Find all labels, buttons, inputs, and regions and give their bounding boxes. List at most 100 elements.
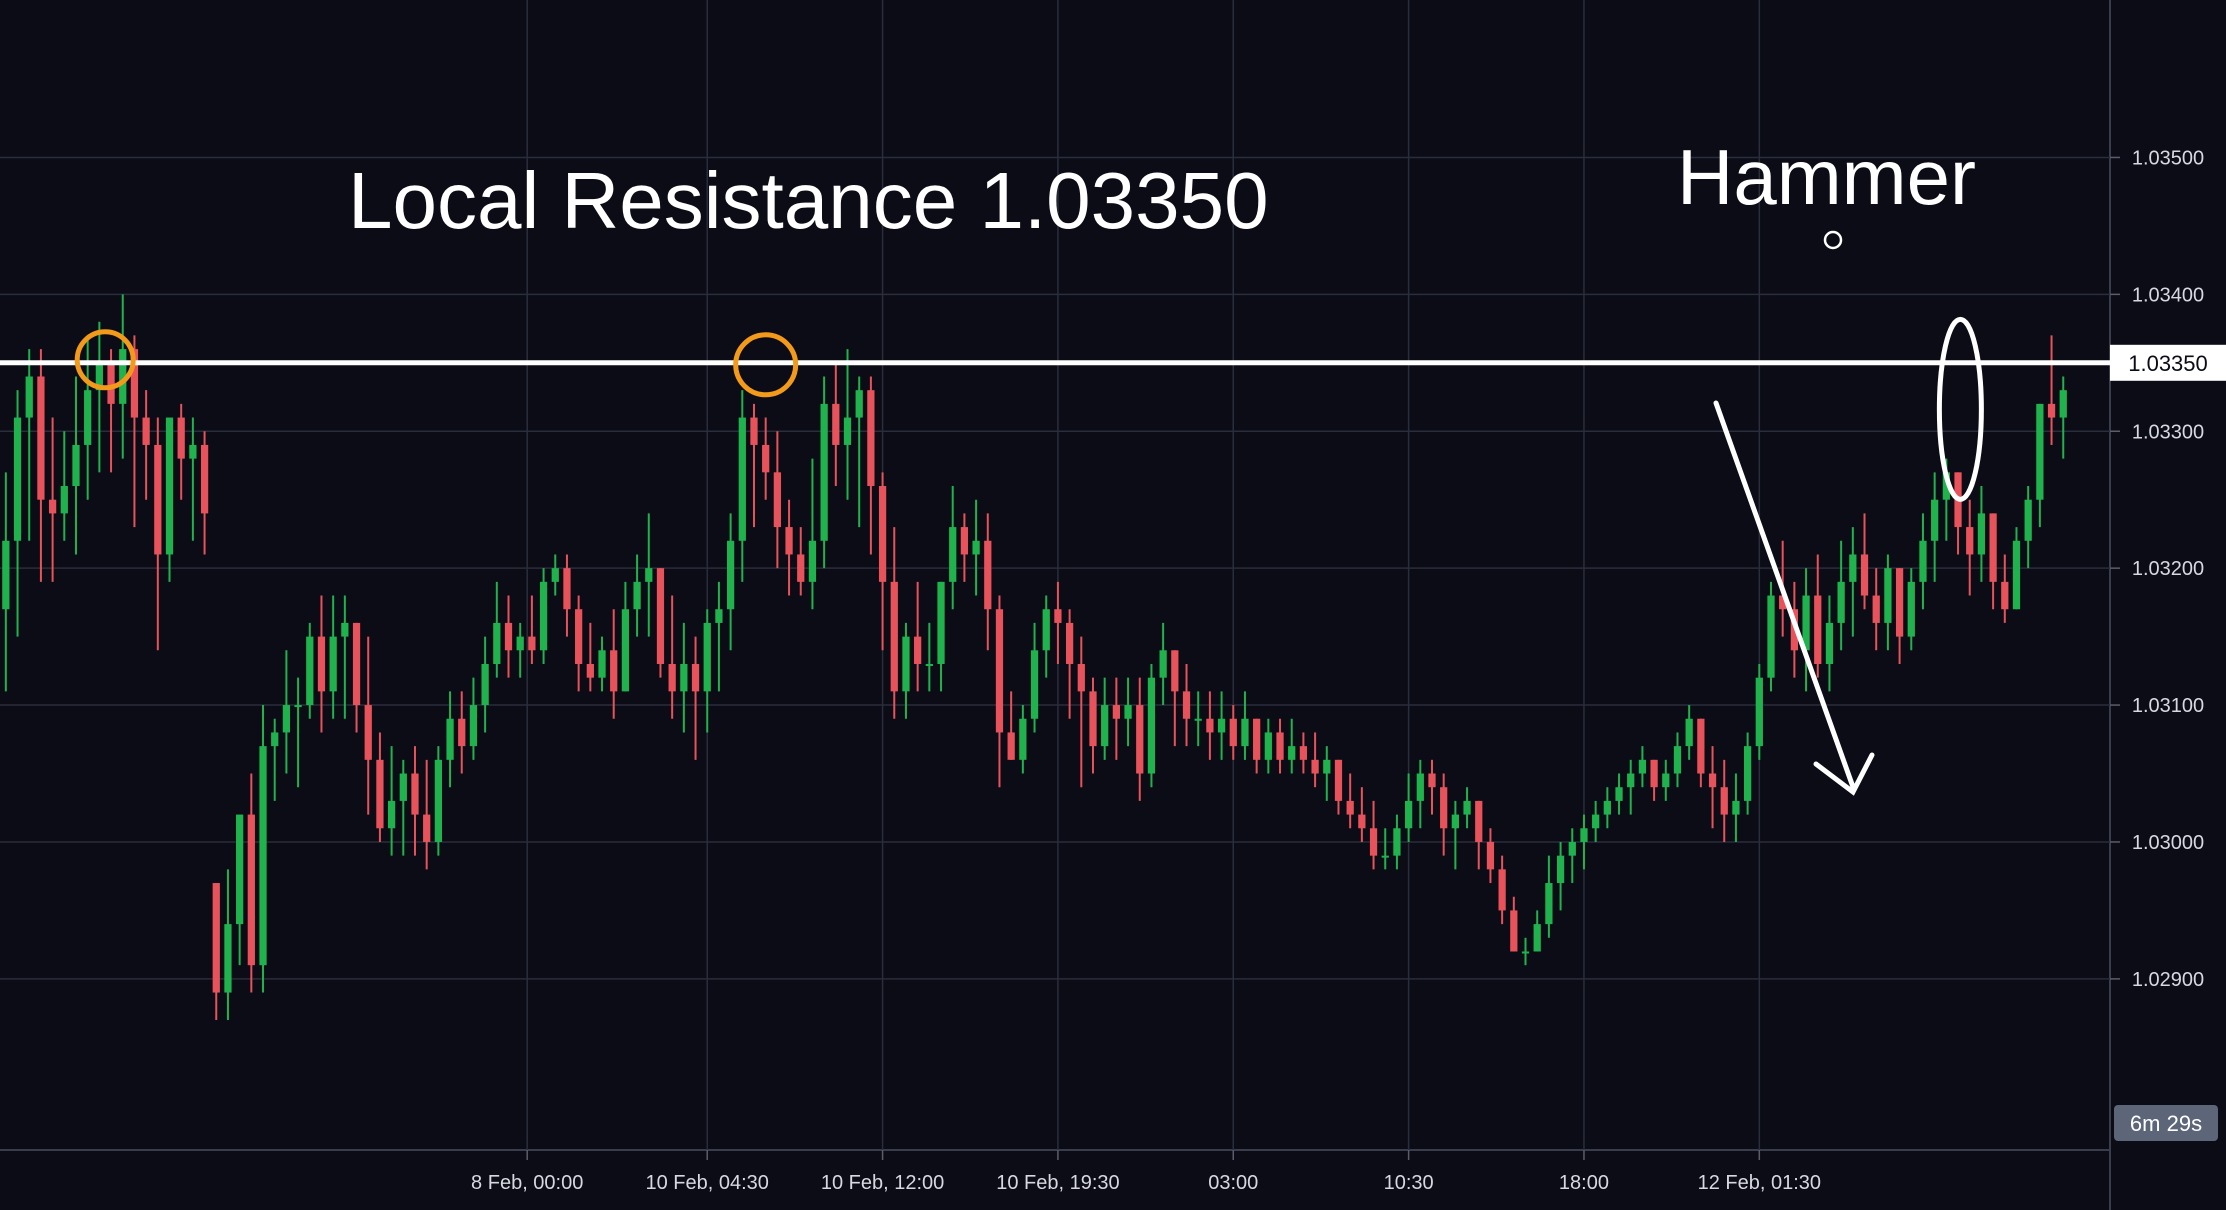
candle-body	[1673, 746, 1682, 774]
candle-body	[1042, 609, 1050, 651]
candle-body	[458, 718, 466, 747]
candle-body	[282, 705, 291, 733]
svg-text:6m 29s: 6m 29s	[2130, 1111, 2202, 1136]
candle-body	[200, 444, 209, 514]
candle-body	[797, 554, 805, 582]
candle-body	[1393, 828, 1401, 856]
candle-body	[84, 390, 92, 445]
candle-body	[960, 527, 969, 555]
candle-body	[493, 622, 501, 664]
candle-body	[1662, 773, 1670, 788]
candle-body	[1685, 718, 1693, 747]
candle-body	[399, 773, 407, 801]
countdown-badge: 6m 29s	[2114, 1105, 2218, 1141]
candle-body	[2059, 390, 2067, 418]
candle-body	[1241, 718, 1249, 747]
candle-body	[224, 924, 232, 993]
candle-body	[1837, 581, 1845, 623]
candle-body	[691, 663, 700, 692]
candle-body	[914, 636, 922, 664]
time-tick-label: 18:00	[1559, 1172, 1609, 1194]
candle-body	[1358, 814, 1366, 829]
candle-body	[1638, 759, 1647, 774]
candle-body	[1533, 924, 1541, 952]
candle-body	[1860, 554, 1869, 596]
resistance-price-label: 1.03350	[2110, 344, 2226, 381]
candle-body	[1077, 663, 1085, 692]
price-tick-label: 1.03100	[2132, 695, 2204, 717]
candle-body	[1697, 718, 1705, 774]
candle-body	[37, 376, 45, 500]
candle-body	[341, 622, 349, 637]
candle-body	[633, 581, 641, 610]
candle-body	[1194, 718, 1202, 721]
time-tick-label: 10 Feb, 19:30	[996, 1172, 1119, 1194]
candle-body	[1825, 622, 1834, 664]
candle-body	[107, 362, 115, 404]
candle-body	[1299, 746, 1308, 760]
candle-body	[738, 417, 746, 541]
candle-body	[1463, 800, 1471, 815]
candle-body	[867, 390, 875, 487]
candle-body	[1147, 677, 1156, 774]
time-tick-label: 10 Feb, 04:30	[646, 1172, 769, 1194]
price-tick-label: 1.03200	[2132, 558, 2204, 580]
candle-body	[1732, 800, 1740, 815]
candle-body	[1206, 718, 1214, 733]
candle-body	[1907, 581, 1915, 637]
candle-body	[1007, 732, 1015, 760]
candle-body	[1428, 773, 1436, 788]
candle-body	[130, 349, 139, 418]
candle-body	[317, 636, 326, 692]
candle-body	[1931, 499, 1939, 541]
candle-body	[434, 759, 442, 842]
candle-body	[563, 568, 571, 610]
price-tick-label: 1.03300	[2132, 421, 2204, 443]
price-tick-label: 1.03000	[2132, 832, 2204, 854]
time-axis[interactable]: 8 Feb, 00:00 10 Feb, 04:30 10 Feb, 12:00 10…	[471, 1150, 1821, 1194]
candle-body	[1708, 773, 1717, 788]
candle-body	[1440, 787, 1448, 829]
candle-body	[1404, 800, 1413, 829]
candle-body	[294, 705, 302, 708]
candle-body	[610, 650, 618, 692]
time-tick-label: 10 Feb, 12:00	[821, 1172, 944, 1194]
candle-body	[1264, 732, 1272, 760]
candle-body	[1603, 800, 1611, 815]
candle-body	[680, 663, 688, 692]
candle-body	[1182, 691, 1191, 719]
price-tick-label: 1.03500	[2132, 147, 2204, 169]
candle-body	[60, 486, 68, 514]
candle-body	[189, 444, 197, 459]
candle-body	[1650, 759, 1658, 788]
candle-body	[715, 609, 723, 623]
candle-body	[1101, 705, 1109, 747]
candle-body	[1989, 513, 1997, 582]
candle-body	[2, 540, 10, 610]
candle-body	[773, 472, 781, 528]
hammer-annotation: Hammer	[1677, 133, 1976, 221]
candle-body	[1942, 472, 1950, 500]
candle-body	[329, 636, 337, 692]
candle-body	[551, 568, 559, 582]
candle-body	[1767, 595, 1775, 678]
candle-body	[1112, 705, 1120, 719]
price-axis[interactable]: 1.03500 1.03400 1.03300 1.03200 1.03100 1.030…	[2110, 147, 2204, 991]
candle-body	[212, 883, 220, 993]
price-tick-label: 1.03400	[2132, 284, 2204, 306]
candle-body	[995, 609, 1004, 733]
candle-body	[984, 540, 992, 610]
candle-body	[808, 540, 817, 582]
candle-body	[1779, 595, 1787, 610]
candle-body	[1743, 746, 1752, 801]
candle-body	[972, 540, 980, 555]
grid-lines	[0, 0, 2111, 1210]
candle-body	[586, 663, 594, 678]
candle-body	[1124, 705, 1132, 719]
candle-body	[411, 773, 419, 815]
candle-body	[165, 417, 174, 555]
candle-body	[271, 732, 279, 747]
candle-body	[1568, 841, 1576, 856]
